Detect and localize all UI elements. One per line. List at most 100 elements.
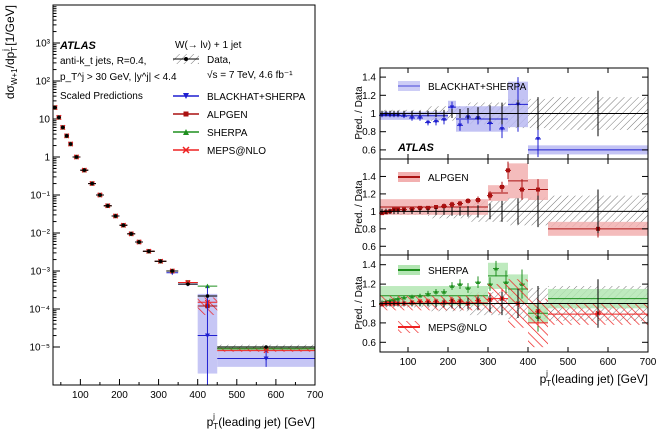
left-plot-frame [52, 4, 316, 386]
left-annotation-jets: anti-k_t jets, R=0.4, [60, 56, 146, 67]
ratio-y-axis-label-2: Pred. / Data [354, 180, 365, 234]
ratio-x-axis-label: pTj (leading jet) [GeV] [540, 369, 648, 388]
ratio-sherpa-marker [433, 289, 439, 294]
ratio-x-tick-label: 100 [400, 357, 417, 368]
left-data-point [113, 214, 118, 218]
ratio-y-tick-label: 1 [370, 299, 376, 310]
ratio-y-tick-label: 1.4 [362, 260, 376, 271]
legend-blackhat-marker [183, 93, 189, 99]
ratio-blackhat-marker [433, 119, 439, 124]
ratio-blackhat-marker [499, 127, 505, 132]
ratio-sherpa-marker [425, 291, 431, 296]
left-legend: Data, √s = 7 TeV, 4.6 fb⁻¹ BLACKHAT+SHER… [173, 54, 306, 157]
left-data-point [60, 125, 65, 130]
ratio-alpgen-marker [476, 198, 480, 203]
ratio-alpgen-marker [458, 201, 462, 206]
left-data-point [129, 232, 134, 236]
left-y-tick-label: 10 [39, 115, 51, 126]
ratio-y-tick-label: 0.6 [362, 242, 376, 253]
ratio-blackhat-marker [457, 123, 463, 128]
left-x-axis-label: pTj (leading jet) [GeV] [207, 412, 315, 431]
legend-meps-marker [182, 146, 190, 154]
legend-data-marker [184, 57, 188, 61]
left-x-tick-label: 700 [307, 390, 324, 401]
right-atlas-label: ATLAS [397, 142, 435, 154]
left-x-tick-label: 500 [228, 390, 245, 401]
legend-data-label: Data, [207, 55, 231, 66]
ratio-y-tick-label: 0.6 [362, 145, 376, 156]
ratio-sherpa-marker [457, 281, 463, 286]
legend-sherpa-marker [183, 129, 189, 135]
ratio-sherpa-marker [475, 279, 481, 284]
left-y-tick-label: 10⁻² [30, 229, 50, 240]
left-data-point [147, 249, 151, 254]
ratio-legend-sherpa-label: SHERPA [428, 266, 469, 277]
right-panel-frame-3 [379, 254, 649, 353]
ratio-alpgen-marker [418, 205, 422, 210]
left-data-point [264, 345, 268, 349]
ratio-alpgen-marker [434, 205, 438, 209]
ratio-legend-blackhat-label: BLACKHAT+SHERPA [428, 82, 527, 93]
left-x-tick-label: 300 [150, 390, 167, 401]
left-data-point [105, 203, 110, 208]
left-atlas-label: ATLAS [59, 40, 97, 52]
left-data-point [74, 155, 79, 159]
ratio-alpgen-marker [466, 198, 470, 203]
ratio-y-axis-label-1: Pred. / Data [354, 86, 365, 140]
ratio-sherpa-marker [465, 285, 471, 290]
ratio-blackhat-marker [441, 118, 447, 123]
ratio-y-tick-label: 1 [370, 109, 376, 120]
ratio-alpgen-marker [500, 184, 504, 189]
ratio-blackhat-marker [425, 120, 431, 125]
ratio-y-tick-label: 0.8 [362, 224, 376, 235]
left-x-tick-label: 200 [111, 390, 128, 401]
ratio-blackhat-marker [417, 116, 423, 121]
ratio-y-tick-label: 1.2 [362, 280, 376, 291]
ratio-alpgen-marker [488, 193, 492, 198]
ratio-alpgen-marker [506, 168, 510, 173]
ratio-y-tick-label: 0.8 [362, 318, 376, 329]
ratio-blackhat-marker [401, 114, 407, 119]
ratio-blackhat-marker [487, 121, 493, 126]
ratio-blackhat-marker [449, 105, 455, 110]
ratio-alpgen-marker [520, 187, 524, 192]
ratio-y-tick-label: 1.2 [362, 189, 376, 200]
ratio-y-tick-label: 1 [370, 207, 376, 218]
left-data-point [121, 223, 126, 228]
left-process-label: W(→ lν) + 1 jet [175, 40, 242, 51]
legend-alpgen-marker [183, 111, 189, 117]
ratio-sherpa-marker [503, 279, 509, 284]
legend-alpgen-label: ALPGEN [207, 110, 248, 121]
left-data-point [90, 181, 94, 186]
ratio-x-tick-label: 700 [640, 357, 657, 368]
left-data-point [98, 193, 102, 197]
ratio-x-tick-label: 300 [480, 357, 497, 368]
left-data-point [53, 105, 57, 110]
ratio-y-tick-label: 1.4 [362, 73, 376, 84]
ratio-y-tick-label: 0.6 [362, 338, 376, 349]
ratio-legend-alpgen-label: ALPGEN [428, 173, 469, 184]
left-data-point [57, 115, 61, 120]
ratio-alpgen-marker [426, 205, 430, 210]
ratio-x-tick-label: 600 [600, 357, 617, 368]
ratio-x-tick-label: 400 [520, 357, 537, 368]
left-x-tick-label: 600 [268, 390, 285, 401]
left-y-tick-label: 10⁻⁵ [29, 343, 50, 354]
ratio-legend-meps-label: MEPS@NLO [428, 323, 487, 334]
left-y-tick-label: 10³ [36, 39, 51, 50]
ratio-x-tick-label: 200 [440, 357, 457, 368]
left-annotation-cuts: p_T^j > 30 GeV, |y^j| < 4.4 [60, 72, 177, 83]
ratio-sherpa-marker [449, 283, 455, 288]
legend-data-sublabel: √s = 7 TeV, 4.6 fb⁻¹ [207, 69, 293, 81]
legend-meps-label: MEPS@NLO [207, 146, 266, 157]
left-sherpa-marker [204, 283, 210, 289]
ratio-y-tick-label: 0.8 [362, 127, 376, 138]
left-y-tick-label: 10⁻³ [30, 267, 50, 278]
left-data-point [158, 259, 163, 264]
ratio-x-tick-label: 500 [560, 357, 577, 368]
right-plot: 0.6 0.8 1 1.2 1.4 0.6 0.8 1 1.2 1.4 0.6 0.8 1 1.2 1.4 1… [354, 67, 657, 388]
left-plot: 100 200 300 400 500 600 700 10³ 10² 10 1 10⁻¹ 10⁻² 10… [1, 4, 324, 431]
left-data-point [186, 282, 190, 286]
left-y-tick-label: 10² [36, 77, 51, 88]
